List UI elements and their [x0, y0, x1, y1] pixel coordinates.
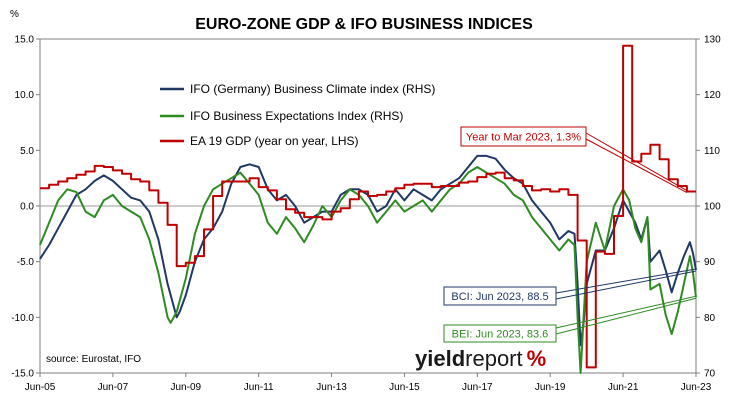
right-tick-label: 110	[704, 146, 720, 157]
x-axis: Jun-05 Jun-07 Jun-09 Jun-11 Jun-13 Jun-15 Jun-…	[25, 373, 712, 393]
legend-label: EA 19 GDP (year on year, LHS)	[190, 134, 359, 148]
annotation-box	[443, 324, 557, 343]
svg-text:yieldreport%: yieldreport%	[415, 346, 546, 371]
annotation-leader	[555, 270, 697, 300]
x-tick-label: Jun-23	[681, 382, 712, 393]
x-tick-label: Jun-13	[316, 382, 347, 393]
x-tick-label: Jun-19	[535, 382, 566, 393]
left-tick-label: 15.0	[15, 35, 35, 46]
left-tick-label: -5.0	[17, 257, 35, 268]
left-axis: 15.0 10.0 5.0 0.0 -5.0 -10.0 -15.0	[11, 35, 40, 380]
x-tick-label: Jun-11	[244, 382, 274, 393]
x-tick-label: Jun-21	[608, 382, 639, 393]
ea19-gdp-line	[40, 44, 696, 369]
legend: IFO (Germany) Business Climate index (RH…	[160, 82, 435, 148]
annotation-label: BCI: Jun 2023, 88.5	[451, 291, 548, 303]
left-axis-unit: %	[10, 9, 19, 20]
watermark-part1: yield	[415, 346, 465, 371]
left-tick-label: -15.0	[11, 369, 34, 380]
legend-label: IFO Business Expectations Index (RHS)	[190, 109, 403, 123]
ifo-expectations-line	[39, 166, 697, 374]
annotation-leader	[555, 295, 697, 329]
left-tick-label: -10.0	[11, 313, 34, 324]
annotations: Year to Mar 2023, 1.3% BCI: Jun 2023, 88.…	[443, 126, 697, 343]
source-note: source: Eurostat, IFO	[46, 354, 141, 365]
annotation-leader	[555, 268, 697, 294]
right-tick-label: 100	[704, 202, 721, 213]
left-tick-label: 5.0	[20, 146, 34, 157]
right-tick-label: 120	[704, 90, 721, 101]
chart-title: EURO-ZONE GDP & IFO BUSINESS INDICES	[195, 16, 533, 33]
annotation-box	[460, 126, 587, 147]
watermark-part3: %	[527, 346, 547, 371]
watermark-logo: yieldreport%	[415, 346, 546, 371]
ifo-business-climate-line	[39, 154, 697, 347]
annotation-leader	[585, 138, 688, 193]
right-axis: 130 120 110 100 90 80 70	[696, 35, 721, 380]
annotation-label: Year to Mar 2023, 1.3%	[466, 132, 581, 144]
x-tick-label: Jun-05	[25, 382, 56, 393]
x-tick-label: Jun-09	[170, 382, 201, 393]
annotation-label: BEI: Jun 2023, 83.6	[452, 329, 549, 341]
annotation-leader	[555, 297, 697, 335]
x-tick-label: Jun-17	[462, 382, 493, 393]
left-tick-label: 10.0	[15, 90, 35, 101]
watermark-part2: report	[465, 346, 522, 371]
x-tick-label: Jun-15	[389, 382, 420, 393]
left-tick-label: 0.0	[20, 202, 34, 213]
x-tick-label: Jun-07	[98, 382, 129, 393]
legend-label: IFO (Germany) Business Climate index (RH…	[190, 82, 435, 96]
right-tick-label: 130	[704, 35, 721, 46]
right-tick-label: 70	[704, 369, 716, 380]
annotation-leader	[585, 132, 688, 191]
annotation-box	[443, 286, 557, 306]
right-tick-label: 80	[704, 313, 716, 324]
right-tick-label: 90	[704, 257, 716, 268]
series-layer	[39, 44, 697, 374]
